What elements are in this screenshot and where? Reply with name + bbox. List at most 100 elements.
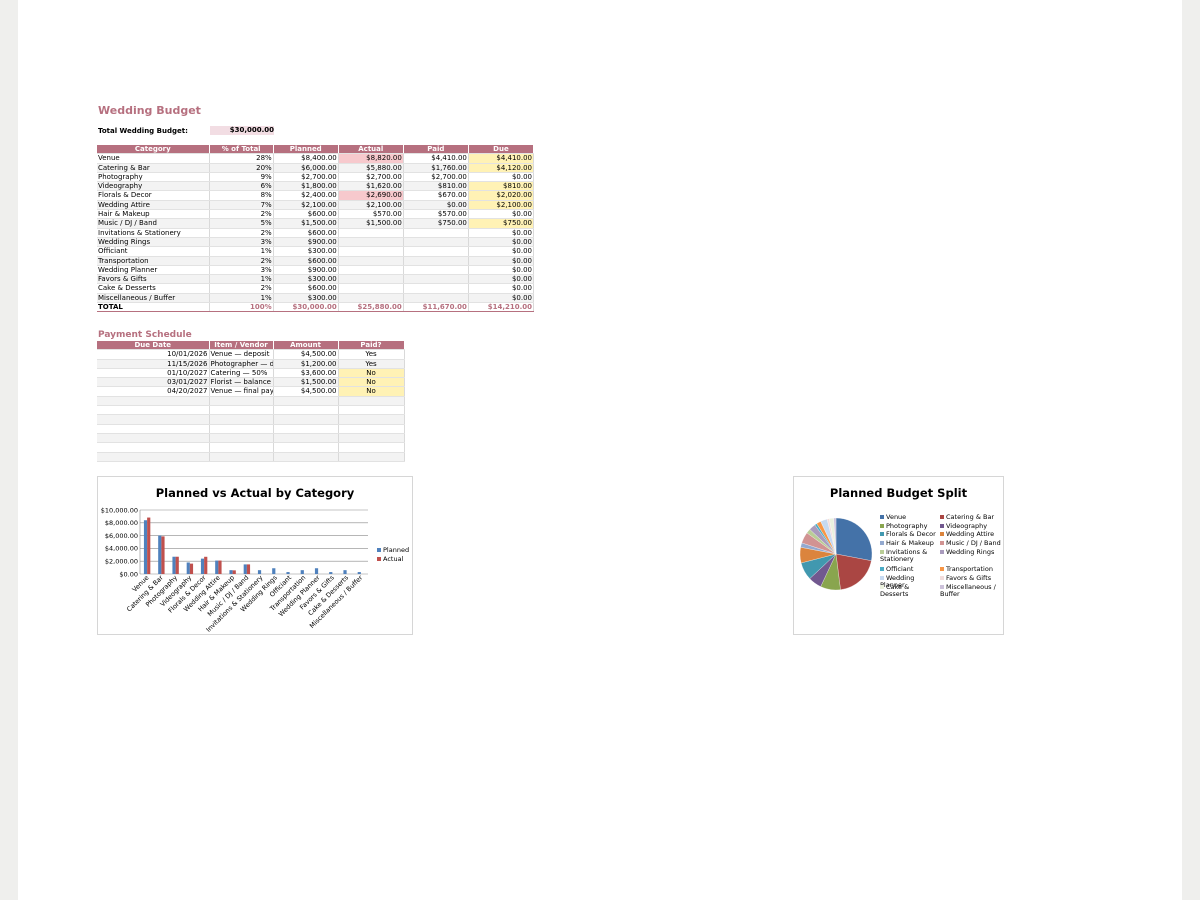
schedule-empty-cell[interactable] (97, 433, 210, 444)
budget-cell-due[interactable]: $2,020.00 (468, 190, 535, 201)
budget-cell-pct[interactable]: 2% (209, 228, 274, 238)
schedule-cell-item[interactable]: Venue — final pay (209, 386, 274, 397)
budget-cell-category[interactable]: Favors & Gifts (97, 274, 210, 285)
budget-cell-category[interactable]: Videography (97, 181, 210, 192)
schedule-empty-cell[interactable] (97, 405, 210, 416)
budget-cell-actual[interactable]: $2,690.00 (338, 190, 404, 201)
schedule-cell-paid[interactable]: No (338, 368, 405, 379)
budget-cell-category[interactable]: Miscellaneous / Buffer (97, 293, 210, 304)
budget-cell-due[interactable]: $0.00 (468, 209, 535, 220)
budget-cell-pct[interactable]: 1% (209, 274, 274, 285)
budget-cell-pct[interactable]: 8% (209, 190, 274, 201)
budget-cell-paid[interactable]: $0.00 (403, 200, 469, 211)
budget-cell-due[interactable]: $0.00 (468, 237, 535, 248)
budget-cell-actual[interactable] (338, 256, 404, 266)
budget-cell-actual[interactable]: $5,880.00 (338, 163, 404, 173)
budget-cell-planned[interactable]: $8,400.00 (273, 153, 339, 164)
budget-cell-planned[interactable]: $300.00 (273, 246, 339, 257)
budget-cell-due[interactable]: $0.00 (468, 246, 535, 257)
budget-cell-planned[interactable]: $300.00 (273, 293, 339, 304)
schedule-empty-cell[interactable] (338, 405, 405, 416)
budget-cell-category[interactable]: Wedding Attire (97, 200, 210, 211)
schedule-empty-cell[interactable] (338, 414, 405, 425)
schedule-cell-date[interactable]: 10/01/2026 (97, 349, 210, 360)
budget-cell-due[interactable]: $0.00 (468, 293, 535, 304)
schedule-cell-paid[interactable]: Yes (338, 349, 405, 360)
planned-vs-actual-chart[interactable]: Planned vs Actual by Category $0.00 $2,00… (97, 476, 413, 635)
budget-cell-planned[interactable]: $1,800.00 (273, 181, 339, 192)
total-budget-input[interactable]: $30,000.00 (210, 126, 274, 135)
schedule-cell-amount[interactable]: $4,500.00 (273, 386, 339, 397)
schedule-cell-item[interactable]: Venue — deposit (209, 349, 274, 360)
budget-cell-actual[interactable] (338, 237, 404, 248)
schedule-empty-cell[interactable] (338, 452, 405, 462)
budget-cell-paid[interactable]: $2,700.00 (403, 172, 469, 183)
budget-cell-actual[interactable] (338, 274, 404, 285)
schedule-cell-amount[interactable]: $1,500.00 (273, 377, 339, 388)
budget-cell-due[interactable]: $4,120.00 (468, 163, 535, 173)
planned-budget-split-chart[interactable]: Planned Budget Split Venue Catering & Bar… (793, 476, 1004, 635)
budget-cell-actual[interactable]: $1,620.00 (338, 181, 404, 192)
budget-cell-paid[interactable]: $570.00 (403, 209, 469, 220)
budget-cell-pct[interactable]: 1% (209, 246, 274, 257)
budget-cell-pct[interactable]: 6% (209, 181, 274, 192)
budget-cell-paid[interactable]: $750.00 (403, 218, 469, 229)
budget-cell-planned[interactable]: $6,000.00 (273, 163, 339, 173)
budget-cell-due[interactable]: $750.00 (468, 218, 535, 229)
budget-cell-paid[interactable] (403, 237, 469, 248)
budget-cell-actual[interactable] (338, 265, 404, 276)
budget-cell-pct[interactable]: 9% (209, 172, 274, 183)
schedule-cell-date[interactable]: 03/01/2027 (97, 377, 210, 388)
budget-cell-planned[interactable]: $2,100.00 (273, 200, 339, 211)
budget-cell-planned[interactable]: $2,700.00 (273, 172, 339, 183)
budget-cell-due[interactable]: $810.00 (468, 181, 535, 192)
budget-cell-actual[interactable] (338, 283, 404, 294)
budget-cell-planned[interactable]: $300.00 (273, 274, 339, 285)
budget-cell-planned[interactable]: $600.00 (273, 209, 339, 220)
budget-cell-paid[interactable] (403, 293, 469, 304)
budget-cell-planned[interactable]: $600.00 (273, 283, 339, 294)
budget-cell-actual[interactable]: $570.00 (338, 209, 404, 220)
budget-cell-due[interactable]: $0.00 (468, 283, 535, 294)
budget-cell-planned[interactable]: $900.00 (273, 265, 339, 276)
schedule-cell-item[interactable]: Florist — balance (209, 377, 274, 388)
schedule-empty-cell[interactable] (273, 405, 339, 416)
budget-cell-paid[interactable]: $4,410.00 (403, 153, 469, 164)
budget-cell-due[interactable]: $2,100.00 (468, 200, 535, 211)
budget-cell-paid[interactable] (403, 228, 469, 238)
budget-cell-pct[interactable]: 7% (209, 200, 274, 211)
budget-cell-actual[interactable]: $8,820.00 (338, 153, 404, 164)
schedule-empty-cell[interactable] (209, 442, 274, 453)
budget-cell-category[interactable]: Music / DJ / Band (97, 218, 210, 229)
budget-cell-category[interactable]: Catering & Bar (97, 163, 210, 173)
budget-cell-category[interactable]: Venue (97, 153, 210, 164)
budget-cell-paid[interactable] (403, 256, 469, 266)
budget-cell-actual[interactable]: $2,100.00 (338, 200, 404, 211)
budget-cell-due[interactable]: $0.00 (468, 274, 535, 285)
schedule-empty-cell[interactable] (273, 452, 339, 462)
schedule-empty-cell[interactable] (209, 396, 274, 407)
schedule-empty-cell[interactable] (97, 452, 210, 462)
schedule-empty-cell[interactable] (338, 433, 405, 444)
budget-cell-due[interactable]: $0.00 (468, 172, 535, 183)
schedule-empty-cell[interactable] (209, 424, 274, 434)
budget-cell-category[interactable]: Photography (97, 172, 210, 183)
schedule-cell-date[interactable]: 01/10/2027 (97, 368, 210, 379)
schedule-cell-date[interactable]: 04/20/2027 (97, 386, 210, 397)
schedule-cell-amount[interactable]: $3,600.00 (273, 368, 339, 379)
schedule-empty-cell[interactable] (209, 452, 274, 462)
budget-cell-pct[interactable]: 3% (209, 265, 274, 276)
budget-cell-paid[interactable]: $810.00 (403, 181, 469, 192)
budget-cell-pct[interactable]: 3% (209, 237, 274, 248)
schedule-empty-cell[interactable] (97, 396, 210, 407)
schedule-empty-cell[interactable] (209, 433, 274, 444)
budget-cell-pct[interactable]: 28% (209, 153, 274, 164)
schedule-cell-date[interactable]: 11/15/2026 (97, 359, 210, 369)
schedule-cell-amount[interactable]: $1,200.00 (273, 359, 339, 369)
schedule-empty-cell[interactable] (273, 396, 339, 407)
schedule-empty-cell[interactable] (209, 414, 274, 425)
schedule-empty-cell[interactable] (273, 433, 339, 444)
budget-cell-actual[interactable] (338, 228, 404, 238)
schedule-cell-item[interactable]: Photographer — de (209, 359, 274, 369)
schedule-empty-cell[interactable] (97, 414, 210, 425)
